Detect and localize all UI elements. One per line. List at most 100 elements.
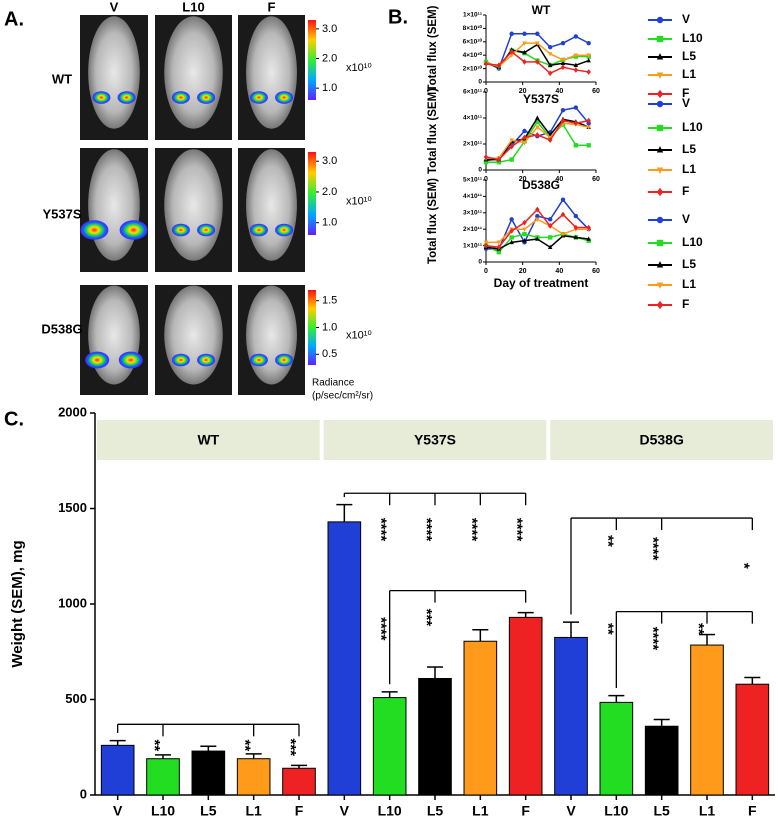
y-tick-label: 1×10¹¹ — [463, 12, 482, 19]
signal — [197, 223, 216, 237]
y-tick-label: 4×10¹⁰ — [463, 51, 483, 59]
x-tick-label: 20 — [519, 88, 527, 95]
panel-label: A. — [4, 8, 24, 30]
mouse — [164, 285, 223, 385]
bar — [644, 725, 679, 796]
y-tick-label: 4×10¹¹ — [463, 115, 482, 122]
y-tick-label: 2×10¹¹ — [463, 141, 482, 148]
mouse — [164, 16, 223, 129]
data-point — [560, 40, 566, 46]
y-tick-label: 1000 — [58, 595, 87, 610]
data-point — [535, 217, 540, 222]
data-point — [496, 62, 502, 69]
y-tick-label: 0 — [478, 79, 482, 86]
data-point — [586, 69, 591, 75]
legend-label: V — [682, 96, 690, 110]
data-point — [535, 41, 540, 46]
data-point — [522, 128, 527, 134]
y-axis-label: Weight (SEM), mg — [9, 540, 26, 667]
y-axis-label: Total flux (SEM) — [427, 88, 439, 174]
data-point — [560, 197, 566, 202]
group-label: D538G — [639, 432, 683, 448]
column-label: V — [110, 0, 119, 14]
chart-title: WT — [532, 3, 551, 17]
bar — [690, 644, 724, 796]
data-point — [535, 206, 540, 213]
significance: **** — [373, 518, 390, 542]
y-tick-label: 8×10¹⁰ — [463, 24, 483, 32]
data-point — [509, 53, 514, 58]
data-point — [547, 62, 553, 68]
x-tick-label: 60 — [592, 88, 600, 95]
y-axis-label: Total flux (SEM) — [427, 5, 439, 91]
data-point — [547, 223, 553, 229]
significance: * — [735, 563, 752, 569]
data-point — [573, 53, 579, 58]
legend-marker — [656, 89, 664, 99]
colorbar — [308, 290, 316, 365]
y-tick-label: 500 — [65, 691, 87, 706]
significance: ** — [599, 535, 616, 547]
signal — [197, 353, 216, 367]
group-header — [323, 420, 547, 460]
bar — [191, 750, 226, 796]
x-tick-label: V — [113, 803, 123, 819]
x-tick-label: L5 — [653, 803, 670, 819]
bar — [100, 744, 135, 796]
legend-label: L1 — [682, 162, 696, 176]
x-tick-label: F — [521, 803, 530, 819]
data-point — [586, 117, 591, 124]
data-point — [560, 107, 566, 113]
x-tick-label: 60 — [592, 176, 600, 183]
data-point — [535, 31, 540, 36]
x-tick-label: 40 — [555, 88, 563, 95]
significance: ** — [690, 623, 707, 635]
row-label: WT — [52, 71, 72, 86]
x-tick-label: L5 — [200, 803, 217, 819]
legend-label: F — [682, 184, 689, 198]
data-point — [522, 140, 527, 146]
signal — [249, 353, 268, 367]
signal — [80, 220, 109, 240]
signal — [249, 91, 268, 104]
panel-label: B. — [388, 6, 408, 28]
legend-label: L1 — [682, 67, 696, 81]
x-tick-label: V — [340, 803, 350, 819]
signal — [275, 91, 294, 104]
mouse — [246, 149, 297, 261]
data-point — [573, 67, 579, 73]
y-tick-label: 0 — [80, 786, 87, 801]
legend-marker — [656, 53, 664, 60]
data-point — [586, 125, 591, 130]
signal — [92, 91, 111, 104]
x-tick-label: 0 — [484, 88, 488, 95]
legend-marker — [656, 16, 664, 24]
radiance-label: Radiance — [312, 378, 355, 389]
data-point — [560, 58, 566, 63]
x-tick-label: L5 — [427, 803, 444, 819]
legend-marker — [656, 282, 664, 289]
legend-label: L5 — [682, 142, 696, 156]
data-point — [586, 57, 591, 63]
group-label: Y537S — [414, 432, 456, 448]
legend-marker — [656, 239, 664, 247]
chart-title: D538G — [522, 178, 560, 192]
signal — [171, 353, 190, 367]
mouse — [246, 16, 297, 129]
data-point — [522, 134, 527, 141]
data-point — [522, 231, 527, 237]
data-point — [573, 62, 579, 68]
radiance-unit: (p/sec/cm²/sr) — [312, 391, 373, 402]
y-tick-label: 2000 — [58, 404, 87, 419]
legend-label: F — [682, 297, 689, 311]
colorbar-tick-label: 0.5 — [322, 348, 337, 360]
bar — [418, 677, 452, 796]
row-label: Y537S — [42, 206, 81, 221]
bar — [554, 636, 588, 796]
x-tick-label: F — [748, 803, 757, 819]
legend-label: V — [682, 12, 690, 26]
x-tick-label: L1 — [699, 803, 716, 819]
data-point — [522, 238, 527, 243]
chart-title: Y537S — [523, 92, 559, 106]
